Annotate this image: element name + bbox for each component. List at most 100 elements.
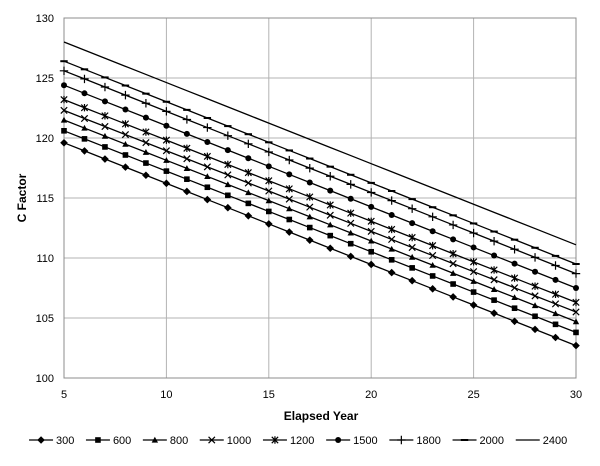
data-point-1200 [326, 201, 334, 209]
data-point-1800 [244, 139, 253, 149]
data-point-600 [327, 232, 334, 239]
data-point-1000 [203, 163, 211, 171]
grid [63, 17, 577, 379]
data-point-600 [143, 160, 149, 166]
data-point-600 [511, 305, 518, 312]
data-point-800 [101, 132, 109, 139]
data-point-600 [61, 128, 67, 134]
data-point-1500 [573, 285, 579, 291]
data-point-1000 [469, 268, 478, 276]
data-point-1500 [388, 211, 395, 218]
data-point-300 [121, 163, 130, 171]
legend-label: 1000 [227, 435, 251, 447]
data-point-1200 [224, 160, 232, 169]
data-point-1200 [490, 266, 498, 274]
data-point-1500 [368, 203, 375, 210]
data-point-1500 [347, 195, 354, 202]
series-1800 [59, 66, 581, 278]
data-point-1000 [224, 171, 232, 179]
data-point-1200 [244, 168, 252, 177]
legend-item-300: 300 [29, 435, 74, 447]
data-point-1000 [265, 187, 273, 195]
y-axis-label: C Factor [15, 173, 29, 222]
data-point-1200 [203, 152, 211, 161]
data-point-1800 [387, 196, 396, 205]
data-point-800 [183, 165, 191, 171]
data-point-300 [60, 139, 68, 147]
data-point-800 [449, 270, 457, 276]
y-tick-label: 115 [36, 193, 54, 205]
data-point-600 [450, 281, 456, 287]
x-tick-label: 20 [365, 389, 377, 401]
data-point-1800 [264, 147, 273, 157]
data-point-1000 [285, 195, 293, 203]
data-point-300 [367, 260, 375, 269]
data-point-800 [408, 253, 416, 260]
data-point-800 [552, 310, 559, 317]
data-point-1000 [388, 235, 396, 244]
data-point-600 [306, 224, 313, 231]
data-point-1500 [183, 130, 190, 137]
legend-label: 300 [56, 435, 74, 447]
data-point-300 [551, 333, 560, 342]
data-point-300 [531, 325, 539, 334]
y-tick-label: 110 [36, 253, 54, 265]
data-point-1800 [346, 180, 355, 189]
x-tick-labels: 5 10 15 20 25 30 [61, 389, 582, 401]
data-point-1800 [305, 163, 314, 173]
legend-marker [95, 437, 101, 443]
data-point-1200 [80, 104, 89, 112]
series-line-1800 [63, 70, 577, 275]
legend-label: 600 [113, 435, 131, 447]
x-tick-label: 10 [160, 389, 172, 401]
data-point-1200 [551, 290, 560, 298]
data-point-1000 [306, 203, 314, 211]
data-point-1200 [121, 120, 130, 128]
data-point-1000 [531, 292, 539, 300]
legend-item-1200: 1200 [262, 435, 314, 447]
data-point-1200 [449, 250, 457, 258]
series-2000 [60, 60, 580, 265]
data-point-600 [552, 321, 559, 328]
data-point-1500 [552, 276, 559, 283]
data-point-600 [102, 144, 108, 150]
x-tick-label: 15 [263, 389, 275, 401]
x-tick-label: 25 [467, 389, 479, 401]
series-line-2400 [63, 41, 577, 246]
series-1000 [60, 106, 580, 316]
data-point-300 [265, 220, 273, 228]
data-point-800 [572, 318, 580, 325]
data-point-1500 [224, 147, 231, 154]
data-point-800 [368, 237, 375, 244]
data-point-600 [266, 208, 272, 215]
data-point-1500 [101, 98, 108, 105]
series-300 [60, 139, 580, 350]
legend-marker [37, 436, 45, 444]
y-tick-label: 130 [36, 13, 54, 25]
data-point-300 [510, 317, 519, 326]
data-point-1800 [448, 220, 458, 230]
data-point-800 [204, 173, 211, 180]
data-point-600 [491, 297, 497, 303]
data-point-1000 [449, 259, 457, 268]
data-point-1200 [572, 298, 580, 307]
data-point-1200 [142, 128, 150, 136]
data-point-1800 [551, 261, 560, 270]
data-point-600 [81, 136, 88, 142]
data-point-1200 [388, 225, 396, 234]
legend-marker [397, 435, 406, 445]
data-point-1800 [100, 82, 110, 92]
data-point-1500 [470, 244, 477, 251]
x-tick-label: 5 [61, 389, 67, 401]
legend-marker [271, 436, 279, 444]
data-point-1200 [60, 95, 68, 104]
data-point-1500 [306, 179, 313, 186]
data-point-800 [306, 213, 313, 220]
series-line-1000 [63, 109, 577, 313]
data-point-1200 [408, 233, 416, 242]
data-point-1800 [367, 188, 376, 197]
y-tick-label: 100 [36, 373, 54, 385]
data-point-1500 [450, 236, 457, 243]
data-point-600 [429, 273, 436, 279]
